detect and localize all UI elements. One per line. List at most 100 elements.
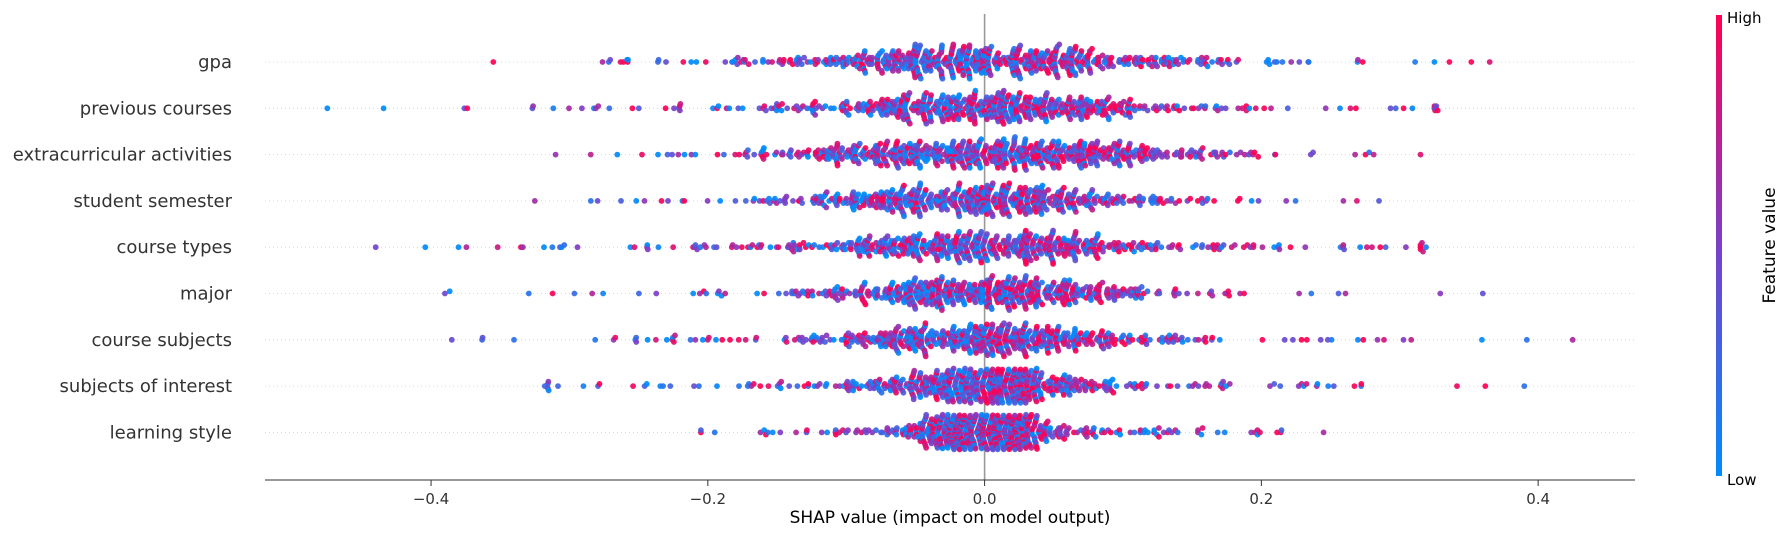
shap-point [1250,242,1257,248]
shap-point [894,138,901,145]
shap-point [922,353,929,360]
shap-point [940,328,946,334]
shap-point [1195,290,1201,297]
shap-point [1335,290,1342,297]
shap-point [742,336,749,343]
shap-point [867,98,873,105]
shap-point [855,52,861,59]
shap-point [923,444,930,451]
shap-point [1113,383,1120,389]
shap-point [1076,237,1083,244]
shap-point [1143,341,1150,348]
shap-point [580,383,587,389]
shap-point [779,101,785,107]
shap-point [1061,372,1068,378]
shap-point [1169,242,1176,248]
shap-point [442,290,448,297]
shap-point [813,334,820,341]
shap-point [1066,277,1073,284]
shap-point [1075,286,1081,292]
shap-point [973,67,979,74]
shap-point [1147,242,1154,248]
shap-point [677,107,683,114]
shap-point [1028,160,1035,167]
shap-point [1176,290,1182,297]
shap-point [1235,105,1242,112]
shap-point [850,206,857,213]
shap-point [1342,290,1349,297]
shap-point [912,275,919,281]
shap-point [787,56,794,63]
shap-point [1083,341,1090,348]
shap-point [983,160,990,167]
shap-point [955,343,961,350]
shap-point [895,253,902,259]
shap-point [1050,227,1056,234]
shap-point [1125,61,1132,68]
shap-point [1056,96,1062,103]
shap-point [834,140,841,147]
shap-point [778,107,785,114]
shap-point [1050,138,1057,145]
shap-point [956,412,963,419]
shap-point [824,429,830,436]
shap-point [734,54,741,61]
shap-point [614,151,621,158]
shap-point [1419,239,1425,246]
shap-point [592,336,599,343]
shap-point [961,43,967,50]
shap-point [917,394,924,400]
shap-point [1006,274,1012,280]
shap-point [1089,206,1096,213]
shap-point [660,383,666,389]
shap-point [1434,107,1441,114]
shap-point [550,105,557,112]
shap-point [1202,339,1209,345]
shap-point [1075,248,1082,255]
shap-point [1044,323,1051,330]
shap-point [984,231,990,237]
shap-point [1023,260,1029,267]
shap-point [1370,151,1377,158]
shap-point [1179,334,1185,341]
shap-point [1479,290,1486,297]
shap-point [745,147,751,154]
shap-point [960,72,967,79]
shap-point [1179,339,1186,345]
shap-point [600,290,606,297]
shap-point [463,244,470,251]
shap-point [977,164,984,171]
shap-point [1039,396,1045,403]
shap-point [1060,209,1066,215]
shap-point [1409,105,1416,112]
shap-point [1226,61,1233,68]
shap-point [794,383,801,389]
shap-point [900,389,907,396]
shap-point [819,334,826,341]
shap-point [721,151,727,158]
shap-point [1045,70,1052,76]
shap-point [531,198,538,204]
shap-point [786,242,792,248]
shap-point [939,343,946,350]
shap-point [706,334,712,341]
shap-point [972,323,979,330]
shap-point [1139,56,1146,63]
shap-point [1317,336,1324,343]
shap-point [934,367,940,374]
shap-point [834,239,841,246]
shap-point [715,103,722,109]
shap-point [633,198,640,204]
shap-point [596,381,603,387]
shap-point [1120,193,1127,200]
shap-point [594,198,601,204]
shap-point [967,257,973,264]
shap-point [1296,290,1302,297]
shap-point [1298,336,1305,343]
shap-point [1099,328,1105,334]
shap-point [825,156,832,162]
shap-point [1303,336,1310,343]
shap-point [1209,292,1216,299]
shap-point [895,48,902,54]
shap-point [1226,292,1232,299]
